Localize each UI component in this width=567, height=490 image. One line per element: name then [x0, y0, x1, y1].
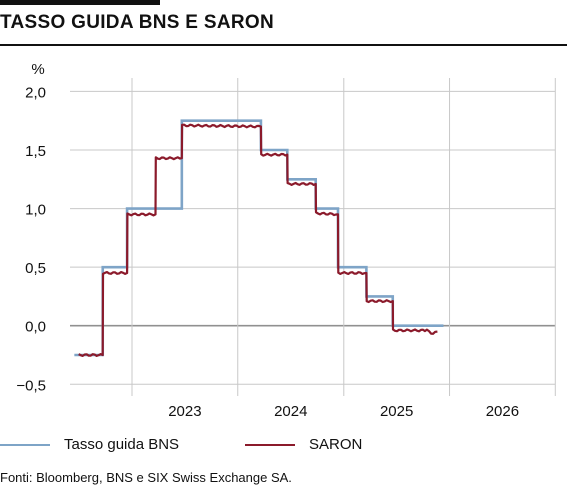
legend-label-policy: Tasso guida BNS [64, 436, 180, 453]
top-rule [0, 0, 160, 5]
legend-label-saron: SARON [309, 436, 363, 453]
legend-item-saron: SARON [245, 436, 362, 453]
x-tick-label: 2024 [274, 403, 307, 420]
legend: Tasso guida BNS SARON [0, 436, 567, 460]
y-tick-label: 1,5 [25, 143, 46, 160]
y-axis-label: % [31, 61, 44, 78]
x-tick-label: 2026 [486, 403, 519, 420]
series-line-policy-rate [74, 119, 444, 357]
chart-canvas: % 2,0 1,5 1,0 0,5 0,0 −0,5 2023 2024 2025 2026 [16, 61, 556, 420]
legend-item-policy: Tasso guida BNS [0, 436, 179, 453]
title-rule [0, 44, 567, 46]
x-tick-label: 2025 [380, 403, 413, 420]
y-tick-label: −0,5 [16, 377, 46, 394]
y-tick-label: 0,5 [25, 260, 46, 277]
y-tick-label: 1,0 [25, 202, 46, 219]
chart-title: TASSO GUIDA BNS E SARON [0, 12, 274, 33]
legend-swatch-policy [0, 443, 50, 446]
y-tick-label: 2,0 [25, 84, 46, 101]
x-tick-label: 2023 [168, 403, 201, 420]
series-line-saron [78, 123, 438, 357]
y-tick-label: 0,0 [25, 319, 46, 336]
source-note: Fonti: Bloomberg, BNS e SIX Swiss Exchan… [0, 470, 292, 485]
legend-swatch-saron [245, 443, 295, 446]
